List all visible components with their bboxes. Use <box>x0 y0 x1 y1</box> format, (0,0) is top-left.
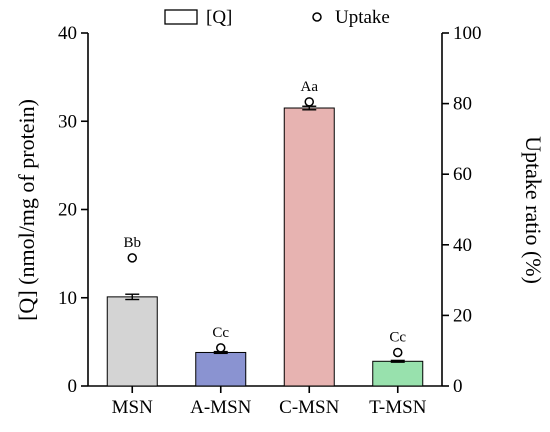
right-axis-title: Uptake ratio (%) <box>521 136 546 284</box>
legend-label-q: [Q] <box>206 7 232 28</box>
right-tick-label: 40 <box>453 235 472 256</box>
left-tick-label: 30 <box>58 111 77 132</box>
left-tick-label: 10 <box>58 288 77 309</box>
uptake-point-t-msn <box>393 347 403 358</box>
x-tick-label-msn: MSN <box>112 397 153 418</box>
right-tick-label: 80 <box>453 94 472 115</box>
x-tick-label-t-msn: T-MSN <box>369 397 427 418</box>
right-axis-ticks: 0 20 40 60 80 100 <box>442 23 482 397</box>
left-tick-label: 40 <box>58 23 77 44</box>
right-tick-label: 20 <box>453 305 472 326</box>
bar-c-msn <box>283 107 335 387</box>
significance-label-t-msn: Cc <box>389 329 406 345</box>
left-tick-label: 20 <box>58 200 77 221</box>
bar-series <box>106 105 424 387</box>
uptake-series: Bb Cc Aa Cc <box>123 79 406 358</box>
legend-swatch-q <box>164 9 198 25</box>
x-tick-label-c-msn: C-MSN <box>279 397 339 418</box>
uptake-point-msn <box>127 253 137 263</box>
bar-t-msn <box>372 360 424 387</box>
left-tick-label: 0 <box>68 376 78 397</box>
error-bar-t-msn <box>390 359 405 363</box>
x-tick-label-a-msn: A-MSN <box>190 397 252 418</box>
significance-label-c-msn: Aa <box>301 79 319 95</box>
bar-msn <box>106 296 158 387</box>
right-tick-label: 100 <box>453 23 482 44</box>
error-bar-msn <box>125 293 140 301</box>
legend-label-uptake: Uptake <box>335 7 390 28</box>
uptake-point-a-msn <box>216 343 226 353</box>
significance-label-a-msn: Cc <box>212 325 229 341</box>
right-tick-label: 60 <box>453 164 472 185</box>
right-tick-label: 0 <box>453 376 463 397</box>
legend-swatch-uptake <box>312 12 322 22</box>
bar-a-msn <box>195 351 247 387</box>
significance-label-msn: Bb <box>123 235 141 251</box>
legend: [Q] Uptake <box>164 7 390 28</box>
left-axis-title: [Q] (nmol/mg of protein) <box>14 99 39 321</box>
uptake-point-c-msn <box>304 97 314 107</box>
left-axis-ticks: 0 10 20 30 40 <box>58 23 88 397</box>
x-axis-ticks: MSN A-MSN C-MSN T-MSN <box>112 386 427 418</box>
